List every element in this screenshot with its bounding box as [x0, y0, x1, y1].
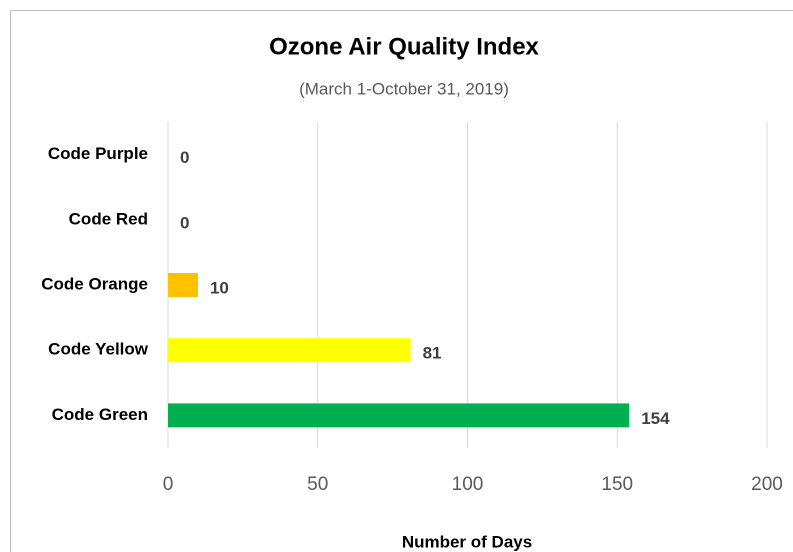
y-tick-label: Code Red: [69, 209, 148, 228]
data-label: 81: [423, 344, 442, 363]
chart-subtitle: (March 1-October 31, 2019): [299, 79, 509, 98]
bar: [168, 273, 198, 297]
data-label: 0: [180, 148, 189, 167]
y-tick-label: Code Green: [52, 405, 148, 424]
x-tick-label: 100: [452, 474, 484, 495]
y-tick-label: Code Purple: [48, 144, 148, 163]
data-label: 154: [641, 409, 670, 428]
data-label: 0: [180, 213, 189, 232]
x-axis-label: Number of Days: [402, 532, 532, 551]
chart-title: Ozone Air Quality Index: [269, 33, 539, 60]
x-tick-label: 150: [601, 474, 633, 495]
data-label: 10: [210, 278, 229, 297]
y-tick-label: Code Orange: [41, 274, 148, 293]
x-tick-label: 0: [163, 474, 174, 495]
bar: [168, 338, 411, 363]
x-tick-label: 200: [751, 474, 783, 495]
chart-frame: [10, 10, 793, 552]
y-tick-label: Code Yellow: [48, 340, 149, 359]
bar: [168, 403, 630, 428]
x-tick-label: 50: [307, 474, 328, 495]
